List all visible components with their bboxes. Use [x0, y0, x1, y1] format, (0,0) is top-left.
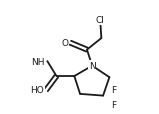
Text: F: F: [111, 86, 116, 95]
Text: Cl: Cl: [96, 16, 105, 25]
Text: O: O: [61, 39, 68, 48]
Text: N: N: [89, 62, 96, 71]
Text: NH: NH: [31, 57, 45, 66]
Text: F: F: [111, 100, 116, 109]
Text: HO: HO: [30, 86, 44, 95]
